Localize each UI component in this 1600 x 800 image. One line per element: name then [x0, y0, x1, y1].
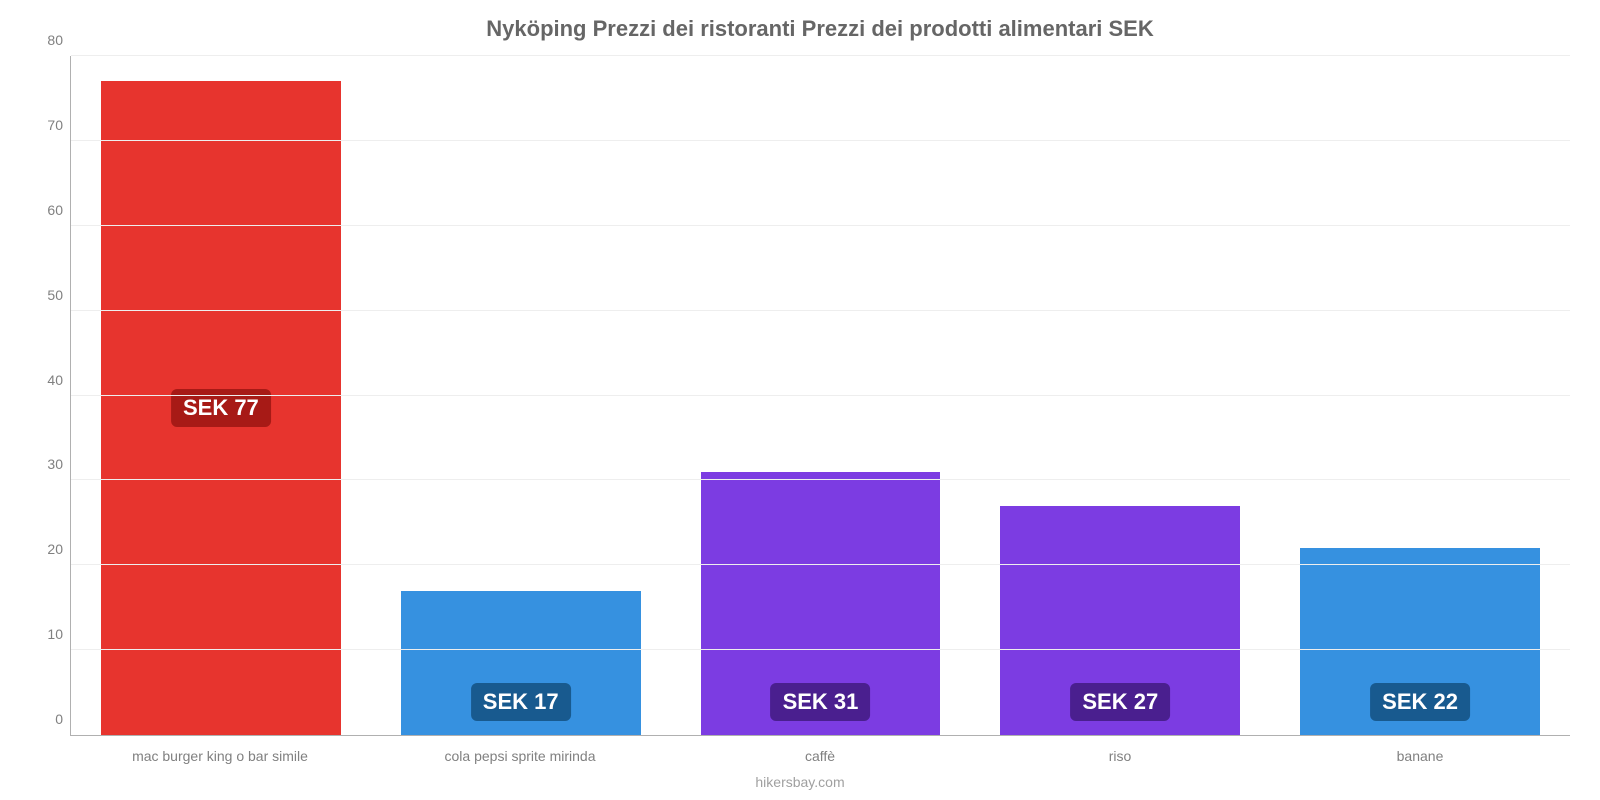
gridline: [71, 395, 1570, 396]
y-tick-label: 10: [33, 626, 63, 642]
y-tick-label: 30: [33, 456, 63, 472]
y-tick-label: 50: [33, 287, 63, 303]
bar: SEK 77: [101, 81, 341, 735]
gridline: [71, 140, 1570, 141]
value-badge: SEK 27: [1070, 683, 1170, 721]
gridline: [71, 55, 1570, 56]
bar: SEK 31: [701, 472, 941, 735]
x-axis-labels: mac burger king o bar similecola pepsi s…: [70, 748, 1570, 764]
gridline: [71, 479, 1570, 480]
bar: SEK 17: [401, 591, 641, 735]
price-bar-chart: Nyköping Prezzi dei ristoranti Prezzi de…: [0, 0, 1600, 800]
y-tick-label: 20: [33, 541, 63, 557]
gridline: [71, 310, 1570, 311]
x-tick-label: banane: [1270, 748, 1570, 764]
y-tick-label: 40: [33, 372, 63, 388]
gridline: [71, 225, 1570, 226]
value-badge: SEK 17: [471, 683, 571, 721]
gridline: [71, 649, 1570, 650]
x-tick-label: cola pepsi sprite mirinda: [370, 748, 670, 764]
y-tick-label: 70: [33, 117, 63, 133]
bar-slot: SEK 77: [71, 56, 371, 735]
x-tick-label: riso: [970, 748, 1270, 764]
x-tick-label: mac burger king o bar simile: [70, 748, 370, 764]
y-tick-label: 60: [33, 202, 63, 218]
chart-title: Nyköping Prezzi dei ristoranti Prezzi de…: [70, 16, 1570, 42]
y-tick-label: 80: [33, 32, 63, 48]
plot-area: SEK 77SEK 17SEK 31SEK 27SEK 22 010203040…: [70, 56, 1570, 736]
y-tick-label: 0: [33, 711, 63, 727]
x-tick-label: caffè: [670, 748, 970, 764]
bar-slot: SEK 27: [970, 56, 1270, 735]
chart-footer: hikersbay.com: [0, 774, 1600, 790]
bar: SEK 27: [1000, 506, 1240, 735]
value-badge: SEK 22: [1370, 683, 1470, 721]
value-badge: SEK 31: [771, 683, 871, 721]
gridline: [71, 564, 1570, 565]
bar-slot: SEK 22: [1270, 56, 1570, 735]
bar-slot: SEK 31: [671, 56, 971, 735]
bar-slot: SEK 17: [371, 56, 671, 735]
bar: SEK 22: [1300, 548, 1540, 735]
bars-container: SEK 77 SEK 17 SEK 31 SEK 27 SEK 22: [71, 56, 1570, 735]
